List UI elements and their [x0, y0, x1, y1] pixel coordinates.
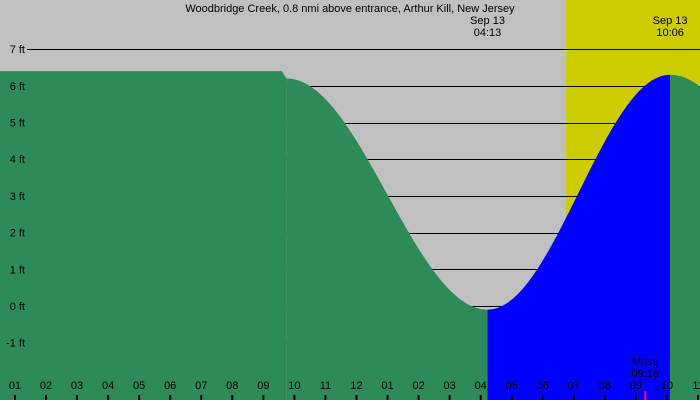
x-tick-label: 02 — [412, 380, 424, 392]
x-tick-label: 06 — [164, 380, 176, 392]
x-tick-label: 02 — [40, 380, 52, 392]
tide-event-time: 04:13 — [474, 27, 502, 39]
x-tick-label: 12 — [350, 380, 362, 392]
chart-title: Woodbridge Creek, 0.8 nmi above entrance… — [185, 3, 515, 15]
x-tick-label: 05 — [133, 380, 145, 392]
x-tick-label: 09 — [257, 380, 269, 392]
x-tick-label: 11 — [692, 380, 700, 392]
x-tick-label: 01 — [9, 380, 21, 392]
y-tick-label: 2 ft — [10, 228, 25, 240]
y-axis-tick-layer: -1 ft 0 ft 1 ft 2 ft 3 ft 4 ft 5 ft 6 ft 7 ft — [6, 44, 25, 350]
y-tick-label: 1 ft — [10, 264, 25, 276]
x-tick-label: 09 — [630, 380, 642, 392]
x-tick-label: 01 — [381, 380, 393, 392]
x-tick-label: 08 — [226, 380, 238, 392]
tide-event-time: 10:06 — [656, 27, 684, 39]
y-tick-label: -1 ft — [6, 338, 25, 350]
x-tick-label: 08 — [599, 380, 611, 392]
x-tick-label: 05 — [506, 380, 518, 392]
x-tick-label: 06 — [537, 380, 549, 392]
x-tick-label: 04 — [102, 380, 114, 392]
y-tick-label: 3 ft — [10, 191, 25, 203]
x-tick-label: 10 — [661, 380, 673, 392]
x-tick-label: 10 — [288, 380, 300, 392]
y-tick-label: 5 ft — [10, 118, 25, 130]
x-tick-label: 07 — [195, 380, 207, 392]
tide-event-date: Sep 13 — [653, 15, 688, 27]
x-tick-label: 04 — [475, 380, 487, 392]
tide-event-date: Sep 13 — [470, 15, 505, 27]
x-tick-label: 11 — [320, 380, 331, 392]
x-tick-label: 07 — [568, 380, 580, 392]
falling-tide-area — [0, 71, 287, 400]
x-tick-label: 03 — [444, 380, 456, 392]
falling-tide-area — [670, 75, 700, 400]
y-tick-label: 4 ft — [10, 154, 25, 166]
moon-event-label: Mrise — [632, 356, 659, 368]
y-tick-label: 7 ft — [10, 44, 25, 56]
moon-event-time: 09:18 — [631, 368, 659, 380]
x-tick-label: 03 — [71, 380, 83, 392]
y-tick-label: 6 ft — [10, 81, 25, 93]
y-tick-label: 0 ft — [10, 301, 25, 313]
